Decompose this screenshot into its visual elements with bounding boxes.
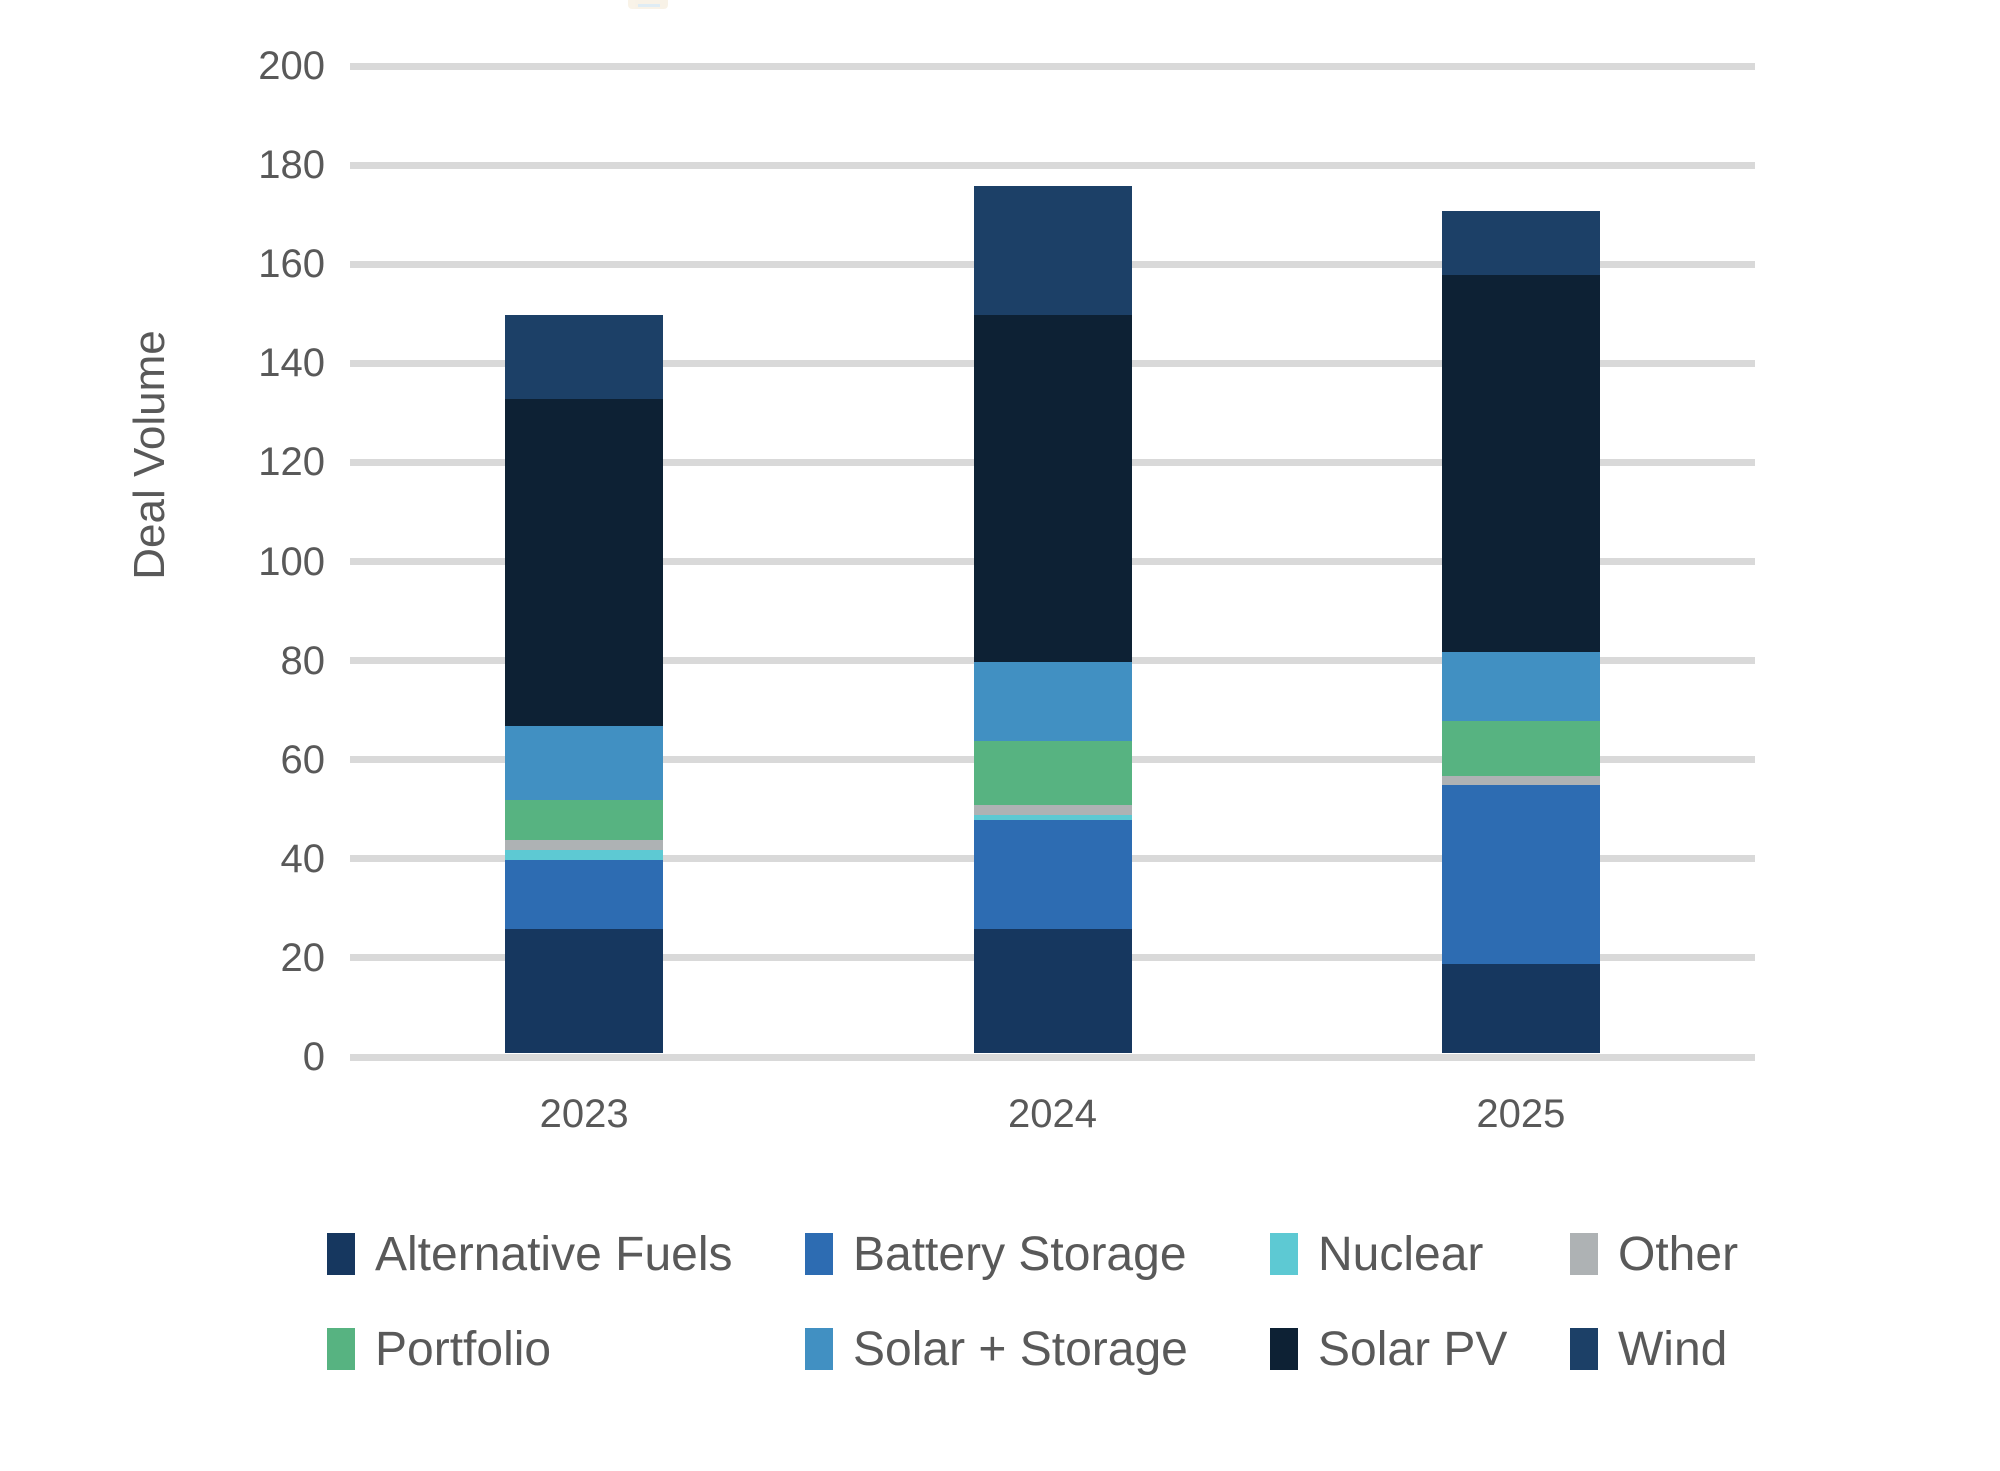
bar-segment-2023-solar-storage xyxy=(505,726,664,801)
legend-label-solar-pv: Solar PV xyxy=(1318,1322,1508,1376)
bar-segment-2025-portfolio xyxy=(1441,721,1600,776)
legend-item-solar-pv: Solar PV xyxy=(1270,1322,1508,1376)
legend-label-nuclear: Nuclear xyxy=(1318,1227,1484,1281)
gridline-180 xyxy=(350,161,1755,169)
bar-2024 xyxy=(973,185,1132,1053)
bar-2023 xyxy=(505,314,664,1053)
legend-item-battery-storage: Battery Storage xyxy=(805,1227,1187,1281)
bar-2025 xyxy=(1441,210,1600,1053)
y-tick-label-200: 200 xyxy=(258,44,325,88)
bar-segment-2024-nuclear xyxy=(973,815,1132,821)
legend-item-wind: Wind xyxy=(1570,1322,1728,1376)
bar-segment-2023-other xyxy=(505,839,664,850)
y-tick-label-20: 20 xyxy=(280,935,326,980)
gridline-0 xyxy=(350,1053,1755,1061)
bar-segment-2024-other xyxy=(973,805,1132,816)
bar-segment-2023-alternative-fuels xyxy=(505,929,664,1053)
y-tick-label-100: 100 xyxy=(258,539,325,584)
y-tick-label-40: 40 xyxy=(280,836,326,881)
legend-item-nuclear: Nuclear xyxy=(1270,1227,1484,1281)
legend-label-battery-storage: Battery Storage xyxy=(853,1227,1187,1281)
bar-segment-2025-wind xyxy=(1441,210,1600,276)
legend-item-other: Other xyxy=(1570,1227,1739,1281)
bar-segment-2023-solar-pv xyxy=(505,399,664,727)
legend-swatch-wind xyxy=(1570,1328,1598,1370)
legend-item-portfolio: Portfolio xyxy=(327,1322,552,1376)
legend-swatch-nuclear xyxy=(1270,1233,1298,1275)
x-tick-label-2023: 2023 xyxy=(539,1092,629,1136)
bar-segment-2024-alternative-fuels xyxy=(973,929,1132,1053)
legend-item-alternative-fuels: Alternative Fuels xyxy=(327,1227,733,1281)
bar-segment-2023-battery-storage xyxy=(505,859,664,930)
bar-segment-2024-portfolio xyxy=(973,740,1132,806)
legend-swatch-other xyxy=(1570,1233,1598,1275)
bar-segment-2024-solar-storage xyxy=(973,661,1132,741)
legend-label-wind: Wind xyxy=(1618,1322,1728,1376)
x-tick-label-2025: 2025 xyxy=(1476,1092,1566,1136)
y-tick-label-180: 180 xyxy=(258,143,325,188)
bar-segment-2023-portfolio xyxy=(505,800,664,840)
y-tick-label-120: 120 xyxy=(258,440,325,485)
gridline-200 xyxy=(350,62,1755,70)
legend-label-other: Other xyxy=(1618,1227,1739,1281)
legend-swatch-battery-storage xyxy=(805,1233,833,1275)
legend-label-alternative-fuels: Alternative Fuels xyxy=(375,1227,733,1281)
y-tick-label-0: 0 xyxy=(302,1035,325,1079)
bar-segment-2024-wind xyxy=(973,185,1132,315)
cropped-artifact xyxy=(628,0,668,9)
bar-segment-2025-battery-storage xyxy=(1441,785,1600,964)
x-tick-label-2024: 2024 xyxy=(1008,1092,1097,1136)
cropped-artifact-detail xyxy=(638,4,660,7)
bar-segment-2023-nuclear xyxy=(505,849,664,860)
bar-segment-2025-other xyxy=(1441,775,1600,786)
legend-swatch-solar-storage xyxy=(805,1328,833,1370)
bar-segment-2025-solar-storage xyxy=(1441,651,1600,722)
y-tick-label-160: 160 xyxy=(258,242,325,287)
legend-label-solar-storage: Solar + Storage xyxy=(853,1322,1188,1376)
y-tick-label-140: 140 xyxy=(258,341,325,386)
legend-item-solar-storage: Solar + Storage xyxy=(805,1322,1188,1376)
bar-segment-2024-battery-storage xyxy=(973,820,1132,930)
bar-segment-2023-wind xyxy=(505,314,664,399)
bar-segment-2025-solar-pv xyxy=(1441,275,1600,652)
bar-segment-2024-solar-pv xyxy=(973,314,1132,662)
legend-swatch-solar-pv xyxy=(1270,1328,1298,1370)
y-tick-label-60: 60 xyxy=(280,737,326,782)
legend-swatch-portfolio xyxy=(327,1328,355,1370)
plot-area xyxy=(350,62,1755,1061)
y-tick-label-80: 80 xyxy=(280,638,326,683)
legend-swatch-alternative-fuels xyxy=(327,1233,355,1275)
legend-label-portfolio: Portfolio xyxy=(375,1322,552,1376)
bar-segment-2025-alternative-fuels xyxy=(1441,963,1600,1053)
